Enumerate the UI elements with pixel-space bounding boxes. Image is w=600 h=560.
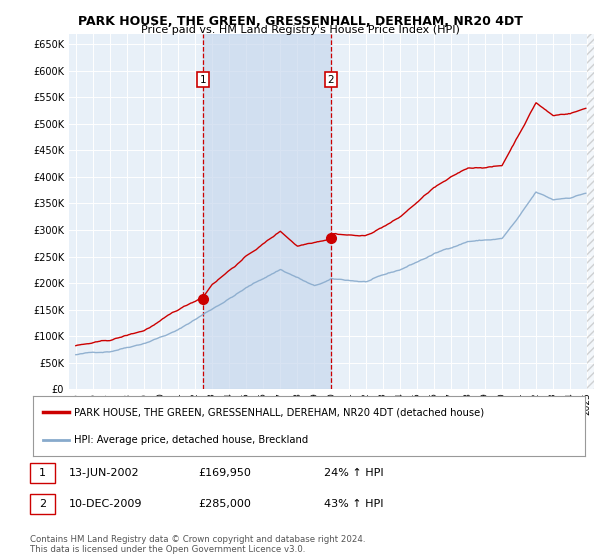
Text: £169,950: £169,950 (198, 468, 251, 478)
Text: 24% ↑ HPI: 24% ↑ HPI (324, 468, 383, 478)
Text: Contains HM Land Registry data © Crown copyright and database right 2024.
This d: Contains HM Land Registry data © Crown c… (30, 535, 365, 554)
Text: 2: 2 (328, 75, 334, 85)
Text: 1: 1 (39, 468, 46, 478)
Text: PARK HOUSE, THE GREEN, GRESSENHALL, DEREHAM, NR20 4DT (detached house): PARK HOUSE, THE GREEN, GRESSENHALL, DERE… (74, 407, 485, 417)
Text: 43% ↑ HPI: 43% ↑ HPI (324, 499, 383, 509)
Text: 2: 2 (39, 499, 46, 509)
Text: PARK HOUSE, THE GREEN, GRESSENHALL, DEREHAM, NR20 4DT: PARK HOUSE, THE GREEN, GRESSENHALL, DERE… (77, 15, 523, 27)
Text: 10-DEC-2009: 10-DEC-2009 (69, 499, 143, 509)
Text: £285,000: £285,000 (198, 499, 251, 509)
Bar (203, 34, 331, 389)
Text: Price paid vs. HM Land Registry's House Price Index (HPI): Price paid vs. HM Land Registry's House … (140, 25, 460, 35)
Text: 13-JUN-2002: 13-JUN-2002 (69, 468, 140, 478)
Text: HPI: Average price, detached house, Breckland: HPI: Average price, detached house, Brec… (74, 435, 308, 445)
Text: 1: 1 (200, 75, 206, 85)
